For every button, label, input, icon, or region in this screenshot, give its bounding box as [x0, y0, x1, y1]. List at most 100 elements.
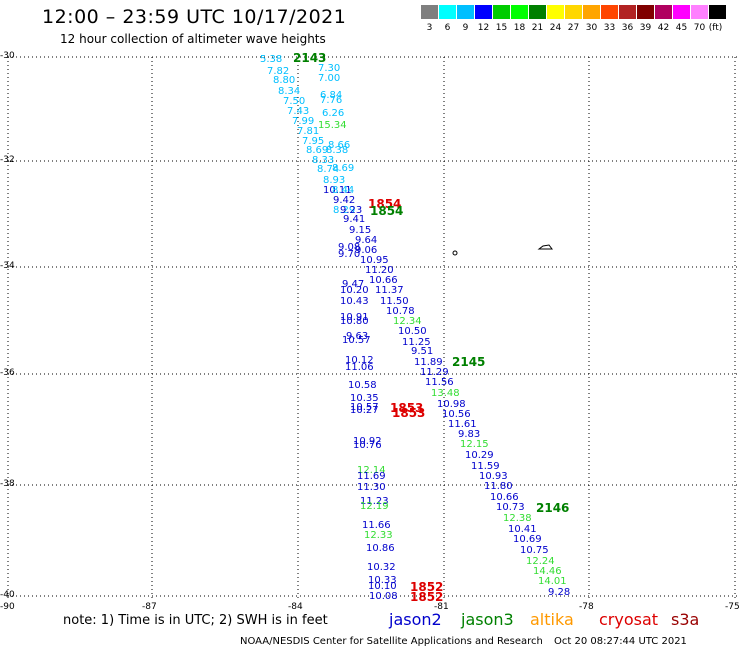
legend-swatch	[493, 5, 510, 19]
legend-label: 36	[621, 23, 634, 33]
wave-height-value: 13.48	[431, 388, 460, 399]
wave-height-value: 9.15	[349, 225, 372, 236]
legend-label: 27	[567, 23, 580, 33]
wave-height-value: 10.57	[350, 402, 379, 413]
legend-swatch	[439, 5, 456, 19]
wave-height-value: 8.69	[306, 145, 329, 156]
wave-height-value: 10.93	[479, 471, 508, 482]
legend-swatch	[547, 5, 564, 19]
wave-height-value: 8.29	[333, 205, 356, 216]
wave-height-value: 10.73	[496, 502, 525, 513]
latitude-label: -30	[0, 51, 15, 61]
legend-swatch	[655, 5, 672, 19]
satellite-name-jason3: jason3	[461, 610, 514, 629]
legend-label: 18	[513, 23, 526, 33]
legend-swatch	[691, 5, 708, 19]
pass-time-label: 1854	[370, 204, 404, 218]
pass-time-label: 2146	[536, 501, 570, 515]
wave-height-value: 14.46	[533, 566, 562, 577]
wave-height-value: 10.75	[520, 545, 549, 556]
wave-height-value: 14.01	[538, 576, 567, 587]
satellite-name-jason2: jason2	[389, 610, 442, 629]
legend-swatch	[673, 5, 690, 19]
wave-height-value: 8.80	[273, 75, 296, 86]
satellite-name-s3a: s3a	[671, 610, 700, 629]
wave-height-value: 10.11	[323, 185, 352, 196]
pass-time-label: 1852	[410, 590, 444, 604]
wave-height-value: 7.99	[292, 116, 315, 127]
wave-height-value: 9.23	[340, 205, 363, 216]
pass-time-label: 1854	[368, 197, 402, 211]
generation-timestamp: Oct 20 08:27:44 UTC 2021	[554, 636, 687, 647]
wave-height-value: 12.33	[364, 530, 393, 541]
legend-label: 30	[585, 23, 598, 33]
wave-height-value: 10.91	[340, 312, 369, 323]
wave-height-value: 11.25	[402, 337, 431, 348]
wave-height-value: 10.98	[437, 399, 466, 410]
credit-text: NOAA/NESDIS Center for Satellite Applica…	[240, 636, 543, 647]
legend-label: 15	[495, 23, 508, 33]
satellite-name-cryosat: cryosat	[599, 610, 659, 629]
wave-height-value: 7.00	[318, 73, 341, 84]
wave-height-value: 10.58	[348, 380, 377, 391]
wave-height-value: 11.06	[345, 362, 374, 373]
wave-height-value: 10.57	[342, 335, 371, 346]
wave-height-value: 11.37	[375, 285, 404, 296]
wave-height-value: 10.27	[350, 405, 379, 416]
wave-height-value: 10.76	[353, 440, 382, 451]
wave-height-value: 11.61	[448, 419, 477, 430]
legend-swatch	[565, 5, 582, 19]
island-shape	[452, 250, 458, 256]
wave-height-value: 9.64	[355, 235, 378, 246]
wave-height-value: 10.29	[465, 450, 494, 461]
wave-height-value: 12.15	[460, 439, 489, 450]
wave-height-value: 11.80	[484, 481, 513, 492]
legend-swatch	[529, 5, 546, 19]
latitude-label: -32	[0, 155, 15, 165]
wave-height-value: 9.06	[355, 245, 378, 256]
wave-height-value: 7.43	[287, 106, 310, 117]
wave-height-value: 8.69	[332, 163, 355, 174]
wave-height-value: 11.20	[365, 265, 394, 276]
wave-height-value: 8.44	[332, 185, 355, 196]
wave-height-value: 7.50	[283, 96, 306, 107]
wave-height-value: 11.50	[380, 296, 409, 307]
wave-height-value: 10.33	[368, 575, 397, 586]
pass-time-label: 2145	[452, 355, 486, 369]
legend-swatch	[619, 5, 636, 19]
wave-height-value: 11.56	[425, 377, 454, 388]
page-title: 12:00 – 23:59 UTC 10/17/2021	[42, 6, 347, 28]
legend-label: 3	[426, 23, 433, 33]
legend-swatch	[475, 5, 492, 19]
wave-height-value: 10.08	[369, 591, 398, 602]
legend-label: 6	[444, 23, 451, 33]
wave-height-value: 12.14	[357, 465, 386, 476]
wave-height-value: 10.43	[340, 296, 369, 307]
latitude-label: -38	[0, 479, 15, 489]
wave-height-value: 9.83	[458, 429, 481, 440]
wave-height-value: 9.28	[548, 587, 571, 598]
wave-height-value: 7.81	[297, 126, 320, 137]
wave-height-value: 12.38	[503, 513, 532, 524]
wave-height-value: 11.23	[360, 496, 389, 507]
latitude-label: -40	[0, 590, 15, 600]
wave-height-value: 10.80	[340, 316, 369, 327]
wave-height-value: 10.41	[508, 524, 537, 535]
legend-swatch	[583, 5, 600, 19]
wave-height-value: 7.30	[318, 63, 341, 74]
graticule-grid	[7, 56, 740, 600]
wave-height-value: 8.38	[326, 145, 349, 156]
wave-height-value: 10.95	[360, 255, 389, 266]
legend-label: 39	[639, 23, 652, 33]
longitude-label: -84	[288, 602, 303, 612]
island-shape	[537, 244, 553, 250]
wave-height-value: 10.69	[513, 534, 542, 545]
wave-height-value: 10.66	[490, 492, 519, 503]
page-subtitle: 12 hour collection of altimeter wave hei…	[60, 32, 326, 46]
legend-label: 21	[531, 23, 544, 33]
legend-label: (ft)	[708, 23, 723, 33]
legend-swatch	[457, 5, 474, 19]
wave-height-value: 6.84	[320, 90, 343, 101]
legend-swatch	[601, 5, 618, 19]
